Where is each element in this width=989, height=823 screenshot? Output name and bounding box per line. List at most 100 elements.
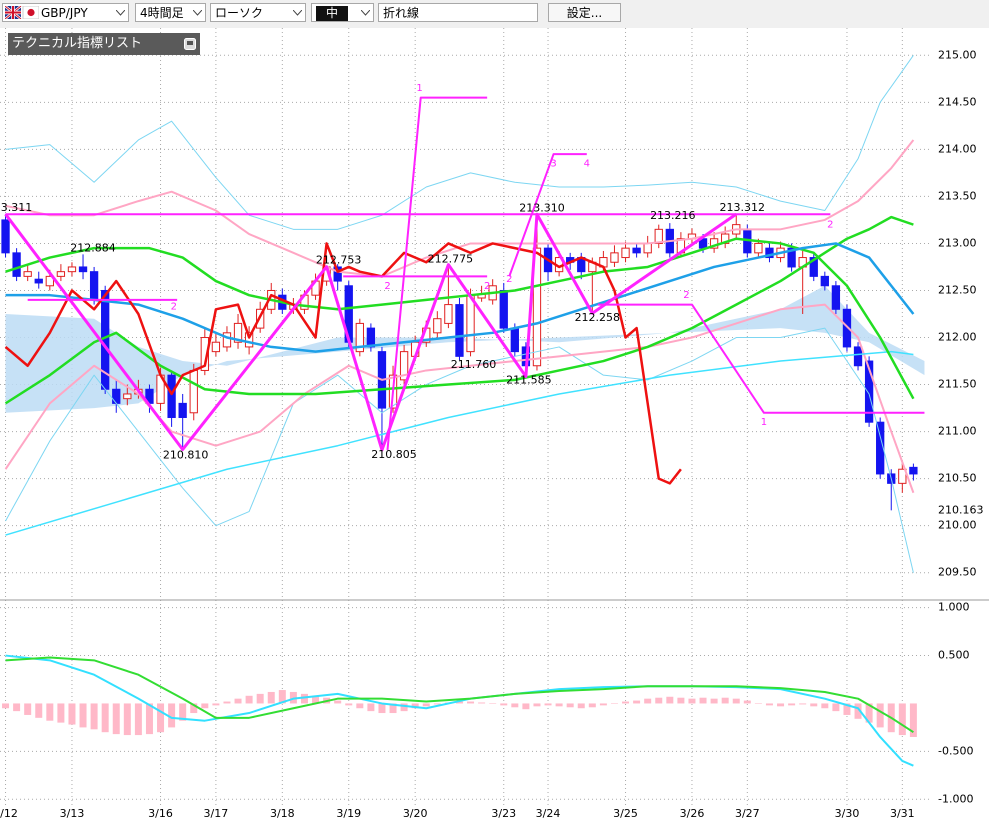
histogram-bar [68,703,76,725]
candle-body [909,466,918,475]
candle-body [532,247,542,367]
histogram-bar [356,703,364,709]
price-annotation: 210.810 [163,448,209,461]
drawing-select[interactable]: 折れ線 [378,3,538,22]
histogram-bar [13,703,21,712]
y-tick-label: -0.500 [938,744,973,757]
chart-type-select[interactable]: ローソク [210,3,306,22]
x-tick-label: 3/24 [536,807,561,820]
candle-body [355,322,364,353]
histogram-bar [168,703,176,728]
y-tick-label: 215.00 [938,48,977,61]
histogram-bar [754,703,762,704]
histogram-bar [788,703,796,706]
indicator-list[interactable]: テクニカル指標リスト [8,33,200,55]
candle-body [499,289,508,329]
candle-body [510,327,519,353]
histogram-bar [145,703,153,735]
candle-body [433,318,442,334]
timeframe: 4時間足 [140,6,184,20]
dropdown-arrow [293,10,302,16]
candle-body [200,337,209,371]
price-annotation: 213.310 [519,201,565,214]
histogram-bar [533,703,541,707]
candle-body [123,393,132,400]
settings-button[interactable]: 設定... [548,3,621,22]
candle-body [654,228,663,244]
wave-marker: 2 [683,290,689,301]
candle-body [67,266,77,273]
histogram-bar [223,701,231,704]
line-series [4,242,682,485]
candle-body [820,275,829,287]
x-tick-label: 3/17 [204,807,229,820]
histogram-bar [400,703,408,712]
toolbar: GBP/JPY 4時間足 ローソク 中 折れ線 設定... [0,0,989,28]
wave-marker: 4 [584,158,590,169]
histogram-bar [312,695,320,704]
y-tick-label: 213.00 [938,236,977,249]
y-tick-label: 0.500 [938,649,970,662]
histogram-bar [179,703,187,721]
symbol-select[interactable]: GBP/JPY [2,3,129,22]
price-annotation: 211.760 [451,358,497,371]
histogram-bar [688,698,696,704]
candle-body [466,294,475,353]
histogram-bar [511,703,519,708]
candle-body [1,219,10,254]
histogram-bar [500,703,508,706]
line-series [5,242,915,353]
candle-body [112,388,121,404]
dropdown-arrow [361,10,370,16]
histogram-bar [478,702,486,704]
histogram-bar [245,695,253,704]
y-tick-label: 210.50 [938,472,977,485]
histogram-bar [389,703,397,714]
histogram-bar [555,703,563,707]
candle-body [842,308,852,348]
histogram-bar [101,703,109,733]
timeframe-select[interactable]: 4時間足 [135,3,206,22]
histogram-bar [876,703,884,728]
x-tick-label: 3/13 [60,807,85,820]
size: 中 [316,6,349,21]
candle-body [222,332,232,348]
histogram-bar [90,703,98,730]
histogram-bar [743,700,751,704]
indicator-list-title: テクニカル指標リスト [12,36,143,51]
candle-body [211,341,221,353]
x-tick-label: 3/19 [336,807,361,820]
candle-body [34,278,43,284]
line-series [5,54,914,230]
y-tick-label: 211.00 [938,425,977,438]
candle-body [898,468,907,484]
histogram-bar [467,701,475,704]
histogram-bar [123,703,131,736]
histogram-bar [2,703,10,709]
wave-marker: 3 [550,158,556,169]
candle-body [167,374,176,418]
wave-marker: 1 [416,83,422,94]
wave-marker: 2 [484,281,490,292]
panel-toggle[interactable] [184,38,196,50]
histogram-bar [112,703,120,735]
candle-body [787,247,796,268]
histogram-bar [799,703,807,705]
wave-marker: 2 [384,281,390,292]
histogram-bar [765,703,773,706]
candle-body [399,351,409,381]
x-tick-label: 3/23 [491,807,516,820]
histogram-bar [422,703,430,707]
candle-body [56,271,66,277]
chart-type: ローソク [215,6,264,20]
histogram-bar [633,700,641,704]
histogram-bar [832,703,840,712]
line-series [386,96,488,451]
size-select[interactable]: 中 [311,3,374,22]
histogram-bar [278,690,286,704]
macd-panel [2,654,917,767]
candle-body [23,271,32,277]
axes: 215.00 214.50 214.00 213.50 213.00 212.50 212.… [0,48,984,820]
line-series [5,139,915,278]
